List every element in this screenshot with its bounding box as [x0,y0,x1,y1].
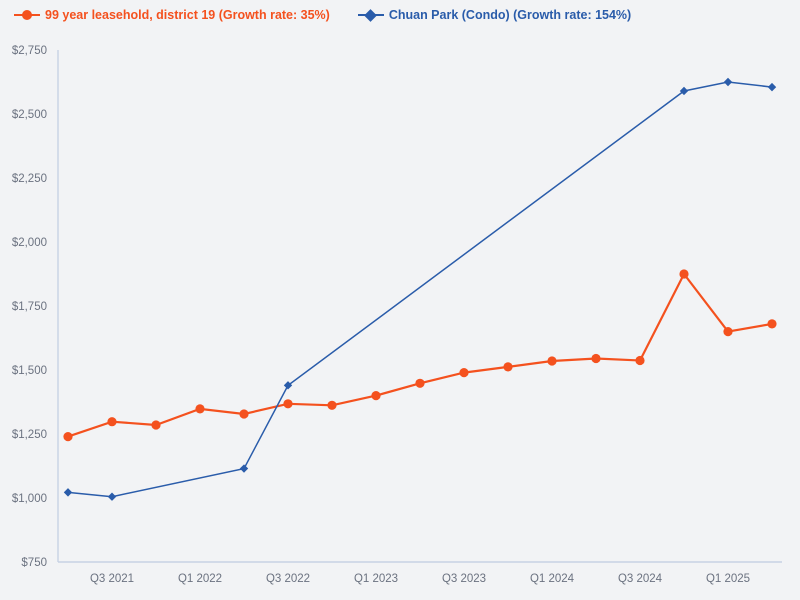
data-point-diamond[interactable] [107,492,117,501]
data-point-circle[interactable] [327,400,337,410]
y-axis-tick-label: $1,500 [12,365,47,377]
x-axis-tick-label: Q1 2022 [178,573,222,585]
data-point-circle[interactable] [371,391,381,401]
data-point-circle[interactable] [107,417,117,427]
legend-item-label: Chuan Park (Condo) (Growth rate: 154%) [388,8,632,22]
legend-circle-marker-icon [14,8,40,22]
data-point-circle[interactable] [635,355,645,366]
legend-item-label: 99 year leasehold, district 19 (Growth r… [45,8,330,22]
data-point-circle[interactable] [767,319,777,329]
data-point-circle[interactable] [283,399,293,409]
x-axis-tick-label: Q1 2024 [530,573,575,585]
x-axis-tick-label: Q1 2023 [354,573,398,585]
data-point-diamond[interactable] [723,77,733,87]
x-axis-tick-label: Q3 2024 [618,573,663,585]
y-axis-tick-label: $750 [21,557,47,569]
legend-item-leasehold[interactable]: 99 year leasehold, district 19 (Growth r… [14,8,330,22]
data-point-circle[interactable] [679,269,689,279]
series-line-chuan-park [67,81,773,498]
x-axis-tick-label: Q3 2023 [442,573,486,585]
data-point-diamond[interactable] [767,82,777,92]
y-axis-tick-label: $2,000 [12,237,47,249]
data-point-circle[interactable] [547,356,557,366]
data-point-circle[interactable] [723,327,733,337]
data-point-diamond[interactable] [679,86,689,96]
data-point-circle[interactable] [63,432,73,442]
data-point-circle[interactable] [151,420,161,430]
series-line-leasehold [67,271,773,438]
data-point-circle[interactable] [415,378,425,388]
data-point-circle[interactable] [503,362,513,372]
data-point-circle[interactable] [195,404,205,414]
y-axis-tick-label: $2,500 [12,109,47,121]
y-axis-tick-label: $2,250 [12,173,47,185]
y-axis-tick-label: $1,250 [12,429,47,441]
data-point-diamond[interactable] [63,488,73,497]
y-axis-tick-label: $1,000 [12,493,47,505]
x-axis-tick-label: Q3 2021 [90,573,134,585]
x-axis-tick-label: Q3 2022 [266,573,310,585]
data-point-circle[interactable] [591,353,601,364]
data-point-diamond[interactable] [283,381,293,390]
chart-legend: 99 year leasehold, district 19 (Growth r… [0,0,800,30]
y-axis-tick-label: $2,750 [12,45,47,57]
data-point-circle[interactable] [459,368,469,378]
data-point-circle[interactable] [239,409,249,419]
legend-item-chuan-park[interactable]: Chuan Park (Condo) (Growth rate: 154%) [357,8,632,22]
data-point-diamond[interactable] [239,464,249,473]
x-axis-tick-label: Q1 2025 [706,573,750,585]
legend-diamond-marker-icon [357,8,384,22]
y-axis-tick-label: $1,750 [12,301,47,313]
